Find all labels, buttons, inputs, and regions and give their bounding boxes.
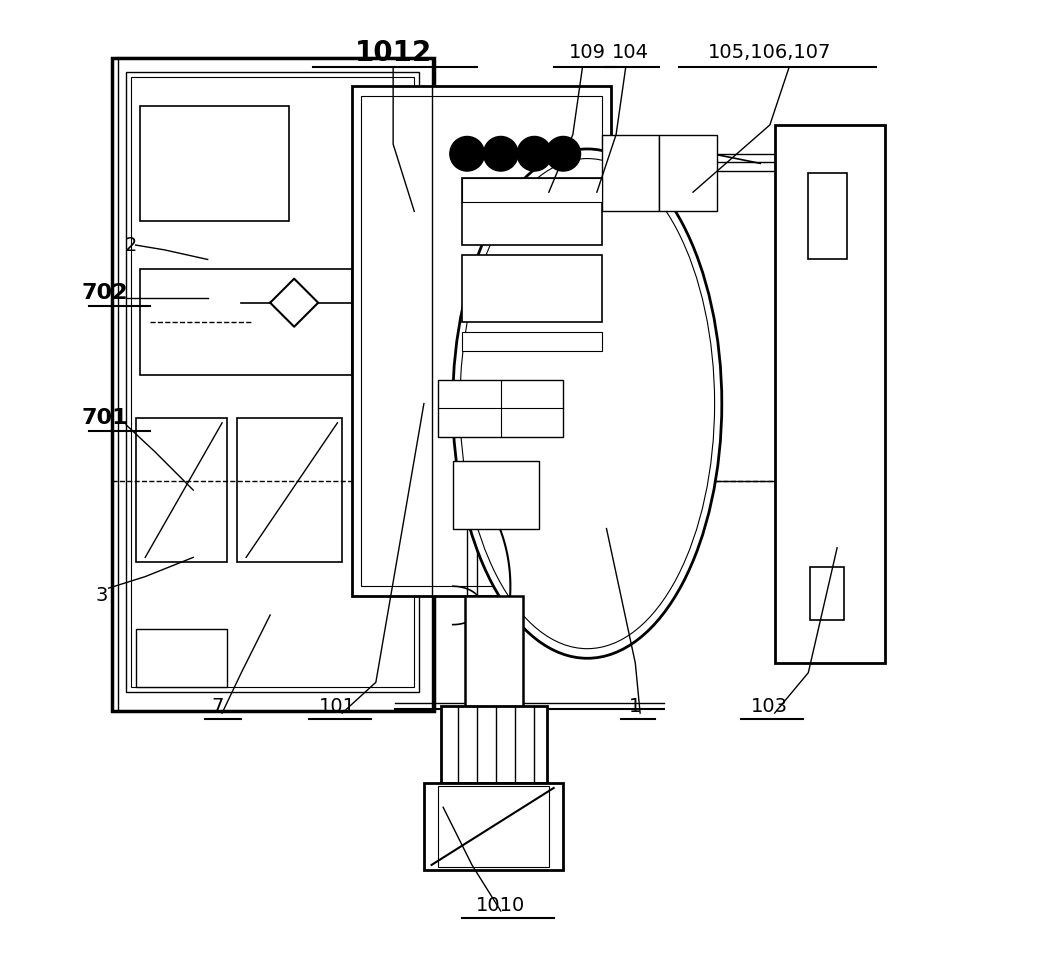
Bar	[126, 72, 419, 692]
Text: 104: 104	[612, 43, 649, 62]
Circle shape	[484, 136, 518, 171]
Bar	[602, 135, 659, 211]
Text: 109: 109	[569, 43, 605, 62]
Text: 3: 3	[96, 586, 108, 605]
Bar	[808, 173, 847, 259]
Bar	[438, 786, 549, 867]
Text: 103: 103	[751, 697, 788, 716]
Bar	[465, 596, 523, 711]
Text: 701: 701	[81, 408, 128, 428]
Bar	[362, 96, 602, 586]
Bar	[352, 86, 612, 596]
Bar	[140, 106, 289, 221]
Circle shape	[450, 136, 485, 171]
Bar	[140, 269, 352, 375]
Bar	[236, 418, 342, 562]
Ellipse shape	[460, 159, 714, 649]
Bar	[424, 783, 564, 870]
Text: 702: 702	[81, 283, 128, 303]
Bar	[111, 58, 434, 711]
Text: 1: 1	[629, 697, 642, 716]
Bar	[452, 461, 539, 529]
Circle shape	[517, 136, 551, 171]
Bar	[131, 77, 414, 687]
Bar	[810, 567, 843, 620]
Bar	[659, 135, 717, 211]
Bar	[438, 380, 564, 437]
Bar	[463, 178, 602, 245]
Bar	[135, 418, 227, 562]
Bar	[463, 178, 602, 202]
Text: 101: 101	[319, 697, 356, 716]
Bar	[135, 629, 227, 687]
Bar	[463, 332, 602, 351]
Text: 1010: 1010	[476, 896, 525, 915]
Text: 7: 7	[211, 697, 224, 716]
Bar	[775, 125, 885, 663]
Text: 105,106,107: 105,106,107	[708, 43, 832, 62]
Text: 2: 2	[125, 235, 137, 255]
Text: 1012: 1012	[355, 38, 432, 67]
Ellipse shape	[452, 149, 722, 658]
Bar	[441, 706, 547, 783]
Circle shape	[546, 136, 580, 171]
Bar	[463, 255, 602, 322]
